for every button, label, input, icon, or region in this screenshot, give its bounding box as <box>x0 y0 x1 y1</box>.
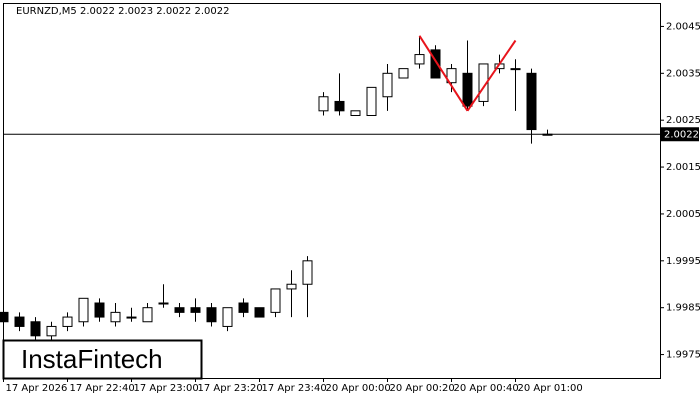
candle-body <box>270 288 281 313</box>
candle-body <box>206 307 217 323</box>
chart-title: EURNZD,M5 2.0022 2.0023 2.0022 2.0022 <box>16 6 229 17</box>
x-tick-label: 17 Apr 23:40 <box>262 383 327 394</box>
candle-body <box>94 302 105 318</box>
candle-body <box>174 307 185 313</box>
y-tick-label: 1.9975 <box>666 350 700 361</box>
candle-body <box>302 260 313 285</box>
y-tick-label: 1.9995 <box>666 256 700 267</box>
candle-body <box>510 68 521 71</box>
x-tick-label: 17 Apr 23:20 <box>198 383 263 394</box>
candle-body <box>350 110 361 116</box>
candle-body <box>462 72 473 107</box>
candle-body <box>46 325 57 337</box>
candle-body <box>398 68 409 79</box>
pattern-line <box>418 35 469 112</box>
candle-body <box>334 100 345 112</box>
candle-body <box>286 283 297 290</box>
candle-body <box>158 302 169 305</box>
candle-body <box>526 72 537 131</box>
logo-box <box>2 339 203 380</box>
candle-body <box>238 302 249 313</box>
candle-body <box>222 307 233 327</box>
y-tick-label: 2.0005 <box>666 209 700 220</box>
candle-body <box>30 321 41 337</box>
logo: InstaFintech <box>21 344 163 374</box>
y-tick-label: 2.0035 <box>666 68 700 79</box>
x-tick-label: 20 Apr 00:20 <box>390 383 455 394</box>
candle-body <box>62 316 73 327</box>
pattern-line <box>466 39 517 112</box>
y-tick-label: 2.0045 <box>666 21 700 32</box>
candle-body <box>14 316 25 327</box>
candle-body <box>414 54 425 65</box>
x-tick-label: 20 Apr 00:40 <box>454 383 519 394</box>
candle-body <box>366 86 377 116</box>
plot-frame <box>3 3 661 379</box>
x-tick-label: 17 Apr 23:00 <box>134 383 199 394</box>
price-label-box <box>661 127 699 142</box>
candle-body <box>382 72 393 98</box>
candle-body <box>446 68 457 84</box>
candle-body <box>318 96 329 112</box>
candle-body <box>126 316 137 319</box>
candle-body <box>78 297 89 323</box>
candle-body <box>254 307 265 318</box>
price-label: 2.0022 <box>664 129 699 140</box>
candle-body <box>190 307 201 313</box>
y-tick-label: 2.0025 <box>666 115 700 126</box>
candle-body <box>430 49 441 79</box>
candle-body <box>0 311 9 323</box>
x-tick-label: 17 Apr 22:40 <box>70 383 135 394</box>
x-tick-label: 20 Apr 00:00 <box>326 383 391 394</box>
y-tick-label: 2.0015 <box>666 162 700 173</box>
candle-body <box>110 311 121 323</box>
candle-body <box>142 307 153 323</box>
x-tick-label: 20 Apr 01:00 <box>518 383 583 394</box>
candle-body <box>478 63 489 102</box>
y-tick-label: 1.9985 <box>666 303 700 314</box>
x-tick-label: 17 Apr 2026 <box>6 383 68 394</box>
